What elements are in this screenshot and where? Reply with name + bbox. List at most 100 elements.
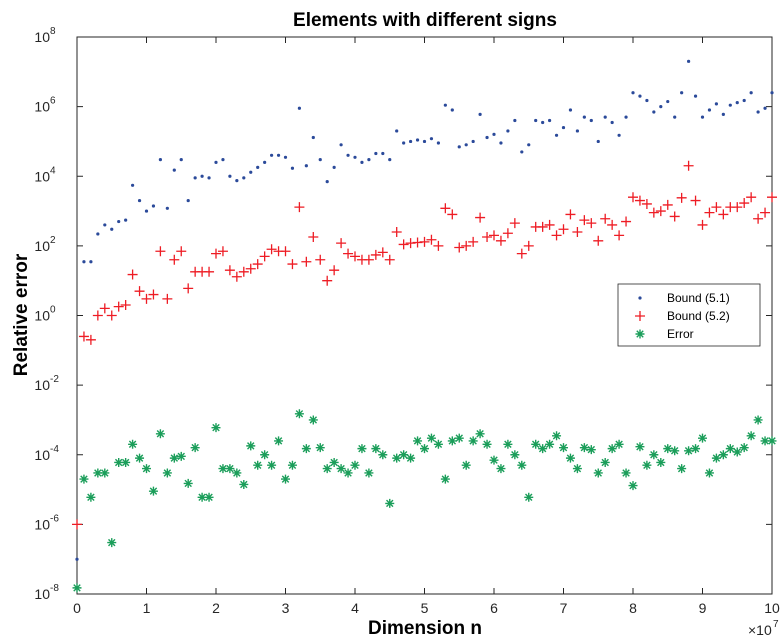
bound-5-2-point — [718, 209, 729, 220]
error-point — [746, 431, 756, 441]
error-point — [420, 444, 429, 454]
error-point — [281, 474, 290, 484]
bound-5-2-point — [558, 224, 569, 235]
bound-5-1-point — [415, 138, 420, 142]
bound-5-1-point — [652, 110, 656, 114]
bound-5-2-point — [634, 195, 645, 206]
bound-5-1-point — [186, 198, 190, 203]
bound-5-2-point — [155, 246, 166, 257]
bound-5-2-point — [669, 211, 680, 222]
bound-5-1-point — [270, 153, 274, 157]
x-multiplier-exponent: 7 — [773, 619, 779, 630]
bound-5-2-point — [482, 231, 493, 242]
bound-5-2-point — [607, 219, 618, 230]
error-point — [392, 453, 402, 463]
error-point — [218, 464, 228, 474]
bound-5-2-point — [266, 244, 277, 255]
bound-5-1-point — [395, 129, 399, 133]
y-tick-label-base: 10 — [34, 29, 50, 45]
legend: Bound (5.1) Bound (5.2) Error — [617, 283, 761, 347]
bound-5-1-point — [575, 129, 580, 133]
error-point — [253, 460, 263, 470]
bound-5-1-point — [666, 99, 670, 104]
bound-5-2-point — [113, 301, 124, 312]
error-point — [739, 443, 749, 453]
error-point — [461, 460, 471, 470]
bound-5-1-point — [402, 141, 406, 145]
bound-5-2-point — [454, 242, 465, 253]
bound-5-1-point — [687, 59, 691, 63]
error-point — [718, 450, 728, 460]
bound-5-2-point — [141, 293, 152, 304]
bound-5-2-point — [224, 265, 235, 276]
error-point — [586, 445, 596, 455]
error-point — [732, 447, 742, 457]
error-point — [489, 455, 499, 465]
bound-5-2-point — [433, 240, 444, 251]
bound-5-2-point — [92, 310, 103, 321]
bound-5-1-point — [89, 260, 93, 264]
legend-label: Bound (5.1) — [667, 291, 730, 305]
bound-5-1-point — [214, 160, 218, 164]
error-point — [704, 468, 714, 478]
bound-5-2-point — [336, 238, 347, 249]
bound-5-1-point — [360, 160, 364, 164]
error-point — [232, 468, 242, 478]
bound-5-2-point — [753, 213, 764, 224]
x-tick-label: 5 — [421, 600, 429, 616]
bound-5-2-point — [683, 160, 694, 171]
x-tick-label: 3 — [282, 600, 290, 616]
bound-5-1-point — [436, 141, 440, 145]
error-point — [72, 583, 82, 593]
bound-5-1-point — [582, 115, 586, 119]
y-tick-label-base: 10 — [34, 447, 50, 463]
y-tick-label-exponent: 6 — [50, 96, 56, 107]
bound-5-1-point — [325, 180, 329, 184]
bound-5-2-point — [537, 221, 548, 232]
bound-5-1-point — [367, 158, 371, 162]
error-point — [142, 464, 151, 474]
bound-5-2-point — [593, 235, 604, 246]
error-point — [413, 436, 423, 446]
error-point — [684, 446, 694, 456]
bound-5-1-point — [450, 108, 454, 112]
error-point — [503, 439, 513, 449]
bound-5-2-point — [614, 230, 625, 241]
bound-5-2-point — [329, 265, 340, 276]
bound-5-1-point — [409, 139, 413, 144]
bound-5-1-point — [478, 112, 482, 116]
bound-5-2-point — [204, 266, 215, 277]
error-point — [433, 439, 443, 449]
bound-5-1-point — [742, 98, 746, 103]
error-point — [572, 464, 582, 474]
error-point — [440, 474, 450, 484]
error-point — [552, 431, 562, 441]
error-point — [454, 433, 464, 443]
error-point — [107, 538, 117, 548]
error-point — [93, 468, 103, 478]
error-point — [385, 498, 395, 508]
bound-5-2-point — [134, 286, 145, 297]
error-point — [246, 441, 256, 451]
bound-5-2-point — [579, 215, 590, 226]
error-point — [579, 443, 589, 453]
error-point — [322, 464, 332, 474]
error-point — [406, 453, 416, 463]
bound-5-1-point — [103, 223, 107, 227]
bound-5-1-point — [492, 132, 496, 136]
y-tick-label-exponent: 0 — [50, 305, 56, 316]
bound-5-1-point — [770, 91, 774, 95]
bound-5-1-point — [561, 125, 566, 130]
bound-5-1-point — [256, 165, 260, 169]
y-tick-label-base: 10 — [34, 516, 50, 532]
bound-5-2-point — [183, 283, 194, 294]
bound-5-1-point — [589, 118, 593, 123]
error-point — [260, 450, 270, 460]
bound-5-2-point — [440, 203, 451, 214]
bound-5-1-point — [117, 219, 121, 224]
bound-5-2-point — [252, 259, 263, 270]
error-point — [600, 457, 610, 467]
bound-5-1-point — [443, 103, 447, 107]
